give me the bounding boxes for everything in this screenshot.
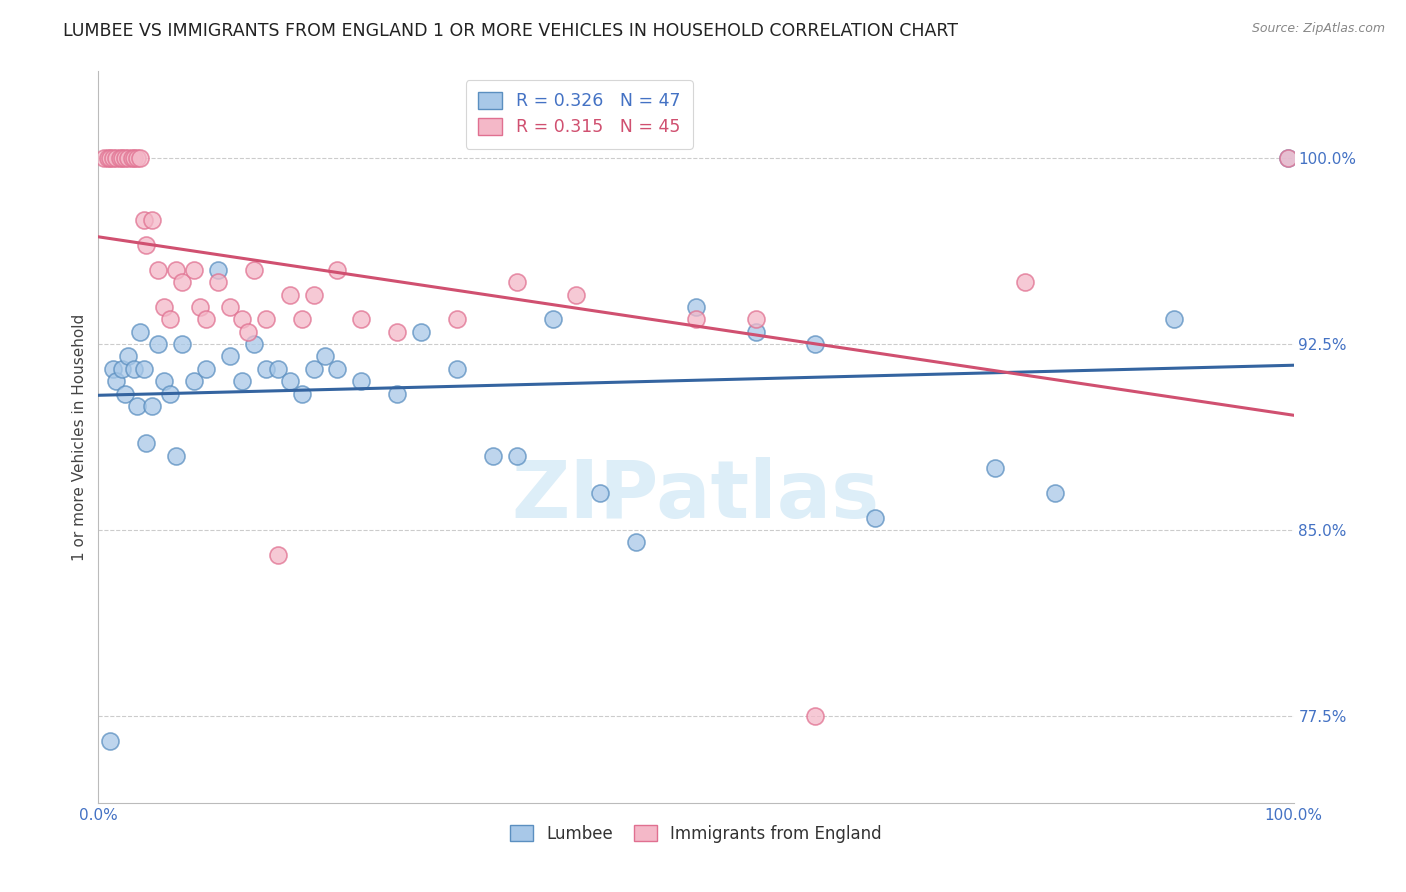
- Point: [385, 386, 409, 401]
- Point: [506, 275, 529, 289]
- Point: [243, 337, 266, 351]
- Point: [685, 300, 707, 314]
- Point: [446, 312, 468, 326]
- Point: [254, 362, 277, 376]
- Point: [132, 362, 155, 376]
- Point: [148, 337, 170, 351]
- Point: [291, 312, 314, 326]
- Y-axis label: 1 or more Vehicles in Household: 1 or more Vehicles in Household: [72, 313, 87, 561]
- Point: [1277, 151, 1299, 165]
- Point: [114, 386, 136, 401]
- Point: [117, 350, 139, 364]
- Point: [231, 312, 253, 326]
- Point: [98, 151, 122, 165]
- Point: [135, 436, 157, 450]
- Point: [195, 362, 218, 376]
- Point: [267, 362, 290, 376]
- Point: [243, 262, 266, 277]
- Point: [236, 325, 259, 339]
- Point: [172, 275, 194, 289]
- Point: [105, 374, 128, 388]
- Point: [446, 362, 468, 376]
- Point: [153, 300, 176, 314]
- Point: [411, 325, 433, 339]
- Point: [125, 399, 148, 413]
- Point: [685, 312, 707, 326]
- Point: [350, 374, 373, 388]
- Point: [135, 238, 157, 252]
- Point: [231, 374, 253, 388]
- Point: [165, 449, 187, 463]
- Point: [93, 151, 115, 165]
- Point: [350, 312, 373, 326]
- Point: [124, 151, 146, 165]
- Point: [745, 325, 768, 339]
- Point: [101, 151, 124, 165]
- Point: [565, 287, 588, 301]
- Point: [865, 510, 887, 524]
- Point: [219, 350, 242, 364]
- Point: [219, 300, 242, 314]
- Point: [195, 312, 218, 326]
- Point: [1043, 486, 1066, 500]
- Point: [541, 312, 564, 326]
- Point: [207, 262, 229, 277]
- Point: [98, 734, 122, 748]
- Point: [188, 300, 211, 314]
- Point: [804, 709, 827, 723]
- Point: [159, 386, 181, 401]
- Point: [111, 362, 134, 376]
- Point: [267, 548, 290, 562]
- Point: [254, 312, 277, 326]
- Point: [125, 151, 148, 165]
- Point: [1163, 312, 1185, 326]
- Point: [153, 374, 176, 388]
- Text: ZIPatlas: ZIPatlas: [512, 457, 880, 534]
- Point: [745, 312, 768, 326]
- Point: [183, 374, 205, 388]
- Point: [165, 262, 187, 277]
- Point: [132, 213, 155, 227]
- Point: [159, 312, 181, 326]
- Point: [302, 362, 325, 376]
- Point: [129, 151, 152, 165]
- Point: [278, 287, 301, 301]
- Point: [121, 151, 143, 165]
- Point: [482, 449, 505, 463]
- Point: [108, 151, 131, 165]
- Point: [315, 350, 337, 364]
- Point: [141, 213, 163, 227]
- Point: [984, 461, 1007, 475]
- Point: [326, 262, 349, 277]
- Point: [291, 386, 314, 401]
- Point: [183, 262, 205, 277]
- Point: [804, 337, 827, 351]
- Point: [207, 275, 229, 289]
- Point: [114, 151, 136, 165]
- Point: [148, 262, 170, 277]
- Point: [626, 535, 648, 549]
- Text: LUMBEE VS IMMIGRANTS FROM ENGLAND 1 OR MORE VEHICLES IN HOUSEHOLD CORRELATION CH: LUMBEE VS IMMIGRANTS FROM ENGLAND 1 OR M…: [63, 22, 959, 40]
- Point: [278, 374, 301, 388]
- Legend: Lumbee, Immigrants from England: Lumbee, Immigrants from England: [503, 818, 889, 849]
- Point: [172, 337, 194, 351]
- Point: [302, 287, 325, 301]
- Point: [385, 325, 409, 339]
- Point: [589, 486, 612, 500]
- Point: [124, 362, 146, 376]
- Point: [111, 151, 134, 165]
- Point: [129, 325, 152, 339]
- Point: [105, 151, 128, 165]
- Point: [117, 151, 139, 165]
- Point: [101, 362, 124, 376]
- Point: [1277, 151, 1299, 165]
- Point: [1014, 275, 1036, 289]
- Point: [326, 362, 349, 376]
- Text: Source: ZipAtlas.com: Source: ZipAtlas.com: [1251, 22, 1385, 36]
- Point: [141, 399, 163, 413]
- Point: [97, 151, 120, 165]
- Point: [506, 449, 529, 463]
